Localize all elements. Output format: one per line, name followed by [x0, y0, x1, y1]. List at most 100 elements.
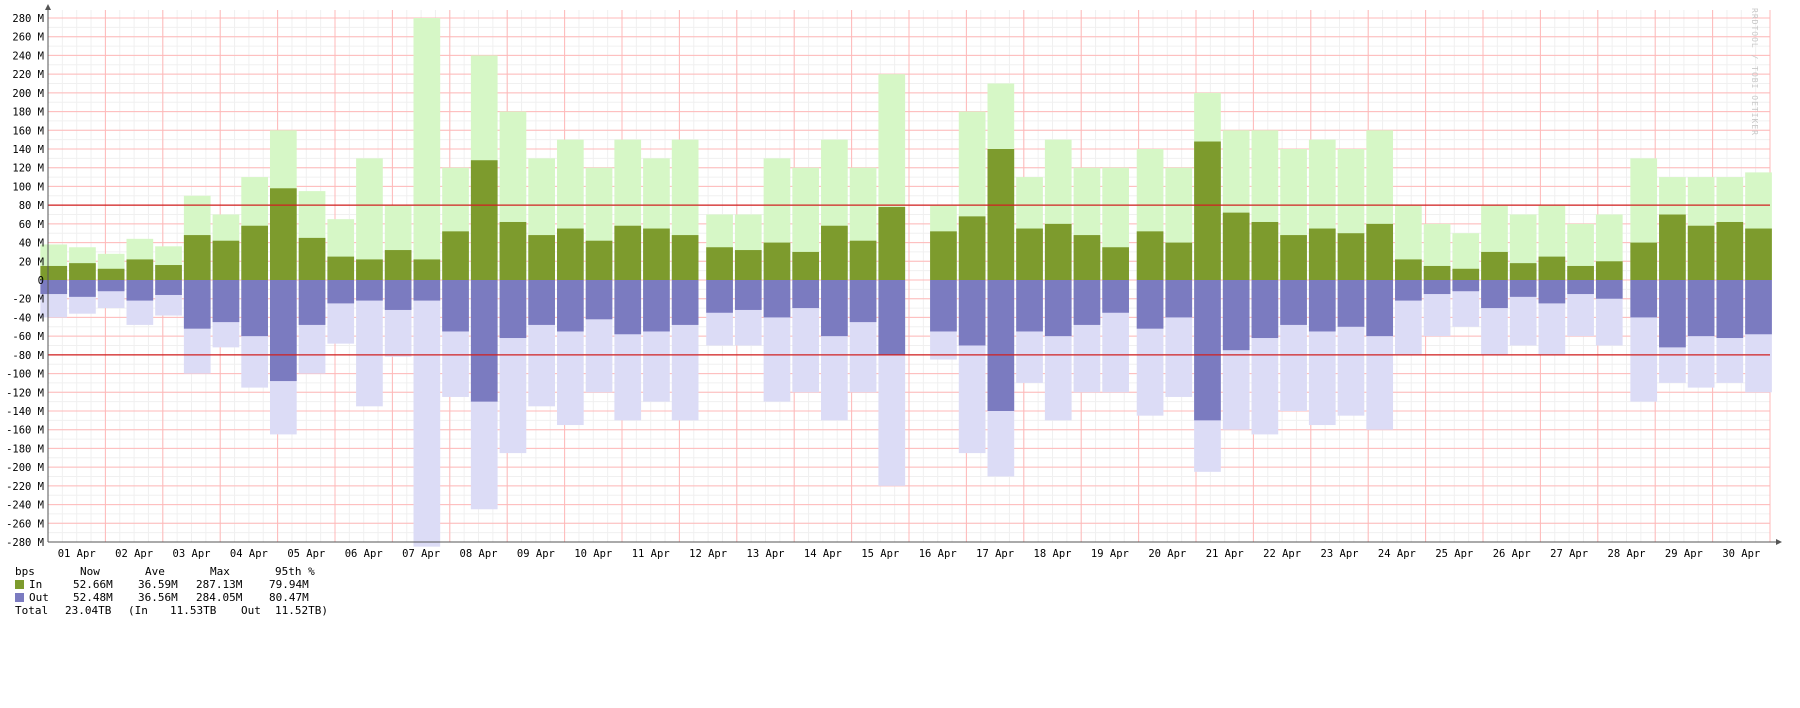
bar-in-average — [499, 221, 527, 280]
watermark-text: RRDTOOL / TOBI OETIKER — [1750, 8, 1759, 136]
x-tick-label: 08 Apr — [460, 548, 498, 560]
y-tick-label: 240 M — [12, 50, 44, 62]
bar-in-average — [1595, 261, 1623, 280]
bar-in-average — [327, 256, 355, 280]
y-tick-label: -260 M — [6, 518, 44, 530]
bar-out-average — [1538, 280, 1566, 304]
bar-in-average — [183, 235, 211, 280]
legend-header-now: Now — [80, 565, 100, 578]
bar-out-average — [1452, 280, 1480, 292]
bar-in-average — [1745, 228, 1772, 280]
bar-out-average — [1509, 280, 1537, 297]
bar-in-average — [1423, 265, 1451, 280]
bar-in-average — [1395, 259, 1422, 280]
bar-out-average — [1102, 280, 1129, 313]
bar-in-average — [821, 225, 848, 280]
bar-out-average — [97, 280, 125, 292]
x-tick-label: 17 Apr — [976, 548, 1014, 560]
bar-out-average — [1423, 280, 1451, 295]
x-tick-label: 18 Apr — [1034, 548, 1072, 560]
bar-in-average — [878, 207, 906, 280]
legend-row-in: In 52.66M 36.59M 287.13M 79.94M — [15, 578, 309, 591]
x-tick-label: 06 Apr — [345, 548, 383, 560]
bar-in-average — [413, 259, 441, 280]
bar-out-average — [1280, 280, 1307, 325]
bar-in-average — [614, 225, 642, 280]
bar-out-average — [1630, 280, 1658, 318]
legend-in-p95: 79.94M — [269, 578, 309, 591]
x-tick-label: 24 Apr — [1378, 548, 1416, 560]
y-tick-label: 80 M — [19, 200, 44, 212]
bar-out-average — [1165, 280, 1193, 318]
bar-out-average — [821, 280, 848, 337]
bar-out-average — [734, 280, 762, 310]
bar-in-average — [1481, 251, 1508, 280]
x-tick-label: 12 Apr — [689, 548, 727, 560]
x-tick-label: 27 Apr — [1550, 548, 1588, 560]
legend-header-units: bps — [15, 565, 35, 578]
bar-in-average — [1452, 268, 1480, 280]
bar-in-average — [556, 228, 584, 280]
bar-out-average — [241, 280, 268, 337]
legend-total-in-label: (In — [128, 604, 148, 617]
bar-in-average — [97, 268, 125, 280]
bar-in-average — [1659, 214, 1686, 280]
bar-out-average — [384, 280, 412, 310]
y-tick-label: 0 — [38, 275, 44, 287]
y-tick-label: -100 M — [6, 369, 44, 381]
bar-out-average — [1337, 280, 1365, 327]
legend-total-value: 23.04TB — [65, 604, 112, 617]
bar-out-average — [528, 280, 555, 325]
bar-out-average — [792, 280, 820, 309]
y-tick-label: -220 M — [6, 481, 44, 493]
x-tick-label: 20 Apr — [1148, 548, 1186, 560]
bar-out-average — [356, 280, 383, 301]
x-tick-label: 07 Apr — [402, 548, 440, 560]
y-tick-label: 60 M — [19, 219, 44, 231]
y-tick-label: -120 M — [6, 387, 44, 399]
bar-out-average — [1136, 280, 1164, 329]
bar-in-average — [1016, 228, 1043, 280]
bar-in-average — [585, 240, 613, 280]
legend-total-in-value: 11.53TB — [170, 604, 217, 617]
bar-in-average — [706, 247, 733, 280]
legend-header-row: bps Now Ave Max 95th % — [15, 565, 315, 578]
bar-out-average — [1366, 280, 1394, 337]
bar-out-average — [958, 280, 986, 346]
legend-label-out: Out — [29, 591, 49, 604]
bar-in-average — [1567, 265, 1594, 280]
legend-header-ave: Ave — [145, 565, 165, 578]
bar-out-average — [614, 280, 642, 335]
legend-out-max: 284.05M — [196, 591, 243, 604]
y-tick-label: -200 M — [6, 462, 44, 474]
y-tick-label: -160 M — [6, 425, 44, 437]
legend: bps Now Ave Max 95th % In 52.66M 36.59M … — [15, 565, 328, 617]
legend-out-p95: 80.47M — [269, 591, 309, 604]
bar-out-average — [1745, 280, 1772, 335]
bar-in-average — [930, 231, 957, 280]
legend-row-out: Out 52.48M 36.56M 284.05M 80.47M — [15, 591, 309, 604]
y-tick-label: 40 M — [19, 238, 44, 250]
legend-out-now: 52.48M — [73, 591, 113, 604]
x-tick-label: 22 Apr — [1263, 548, 1301, 560]
bar-in-average — [126, 259, 154, 280]
x-axis-arrow — [1776, 539, 1782, 545]
x-tick-label: 23 Apr — [1321, 548, 1359, 560]
bar-in-average — [1366, 223, 1394, 280]
legend-total-row: Total 23.04TB (In 11.53TB Out 11.52TB) — [15, 604, 328, 617]
bar-in-average — [734, 250, 762, 280]
legend-header-max: Max — [210, 565, 230, 578]
bar-out-average — [987, 280, 1015, 411]
bar-out-average — [212, 280, 240, 323]
x-tick-label: 10 Apr — [574, 548, 612, 560]
bar-out-average — [470, 280, 498, 402]
x-tick-label: 09 Apr — [517, 548, 555, 560]
bar-out-average — [930, 280, 957, 332]
bar-in-average — [1044, 223, 1072, 280]
bar-in-average — [792, 251, 820, 280]
bar-out-average — [1659, 280, 1686, 348]
bar-out-average — [1222, 280, 1250, 351]
bar-out-average — [69, 280, 96, 297]
y-tick-label: 140 M — [12, 144, 44, 156]
bar-out-average — [849, 280, 877, 323]
